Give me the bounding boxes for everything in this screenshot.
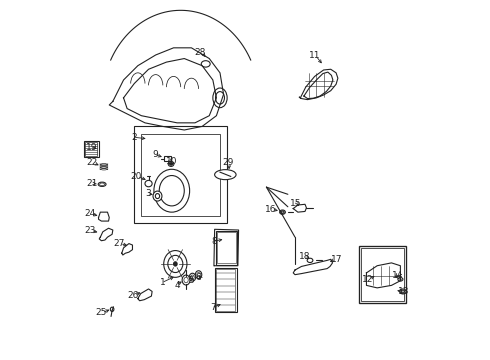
Ellipse shape — [170, 163, 172, 165]
Ellipse shape — [159, 176, 184, 206]
Text: 15: 15 — [290, 199, 301, 208]
Ellipse shape — [155, 194, 160, 199]
Ellipse shape — [153, 191, 162, 201]
Ellipse shape — [401, 290, 405, 293]
Text: 4: 4 — [174, 281, 180, 290]
Text: 16: 16 — [265, 205, 276, 214]
Text: 19: 19 — [86, 143, 98, 152]
Bar — [134, 126, 227, 223]
Ellipse shape — [145, 180, 152, 187]
Bar — [85, 142, 98, 156]
Ellipse shape — [182, 275, 190, 285]
Ellipse shape — [154, 169, 190, 212]
Ellipse shape — [398, 278, 403, 281]
Bar — [359, 246, 406, 303]
Text: 18: 18 — [298, 252, 310, 261]
Ellipse shape — [168, 255, 183, 273]
Ellipse shape — [280, 210, 285, 214]
Text: 1: 1 — [160, 278, 166, 287]
Text: 9: 9 — [153, 150, 159, 159]
Ellipse shape — [196, 271, 202, 279]
Text: 24: 24 — [84, 210, 96, 219]
Text: 2: 2 — [131, 132, 137, 141]
Ellipse shape — [184, 277, 188, 283]
Ellipse shape — [189, 273, 196, 281]
Text: 20: 20 — [130, 172, 142, 181]
Ellipse shape — [215, 170, 236, 180]
Text: 27: 27 — [113, 239, 124, 248]
Text: 14: 14 — [392, 271, 404, 280]
Text: 3: 3 — [146, 189, 151, 198]
Text: 5: 5 — [188, 276, 194, 285]
Ellipse shape — [197, 273, 200, 277]
Bar — [361, 248, 404, 301]
Bar — [216, 269, 235, 311]
Ellipse shape — [99, 183, 104, 185]
Ellipse shape — [164, 251, 187, 277]
Ellipse shape — [98, 182, 106, 186]
Ellipse shape — [307, 258, 313, 262]
Text: 26: 26 — [127, 291, 139, 300]
Bar — [215, 267, 237, 312]
Ellipse shape — [173, 262, 177, 266]
Bar — [164, 156, 171, 161]
Ellipse shape — [168, 161, 174, 166]
Text: 10: 10 — [167, 157, 178, 166]
Bar — [84, 141, 98, 157]
Text: 7: 7 — [210, 303, 216, 312]
Ellipse shape — [216, 91, 224, 104]
Text: 23: 23 — [84, 226, 96, 235]
Text: 22: 22 — [87, 158, 98, 167]
Text: 29: 29 — [222, 158, 234, 167]
Ellipse shape — [400, 289, 406, 294]
Text: 6: 6 — [196, 273, 201, 282]
Bar — [142, 134, 220, 216]
Text: 25: 25 — [95, 309, 106, 318]
Bar — [216, 231, 237, 265]
Ellipse shape — [281, 211, 284, 213]
Text: 8: 8 — [211, 237, 217, 246]
Text: 17: 17 — [331, 255, 343, 264]
Text: 13: 13 — [398, 287, 409, 296]
Bar — [217, 232, 236, 263]
Ellipse shape — [191, 275, 194, 279]
Text: 12: 12 — [362, 275, 373, 284]
Text: 28: 28 — [195, 48, 206, 57]
Text: 21: 21 — [86, 179, 98, 188]
Ellipse shape — [110, 307, 114, 311]
Ellipse shape — [213, 88, 227, 108]
Text: 11: 11 — [309, 51, 320, 60]
Ellipse shape — [201, 61, 210, 67]
